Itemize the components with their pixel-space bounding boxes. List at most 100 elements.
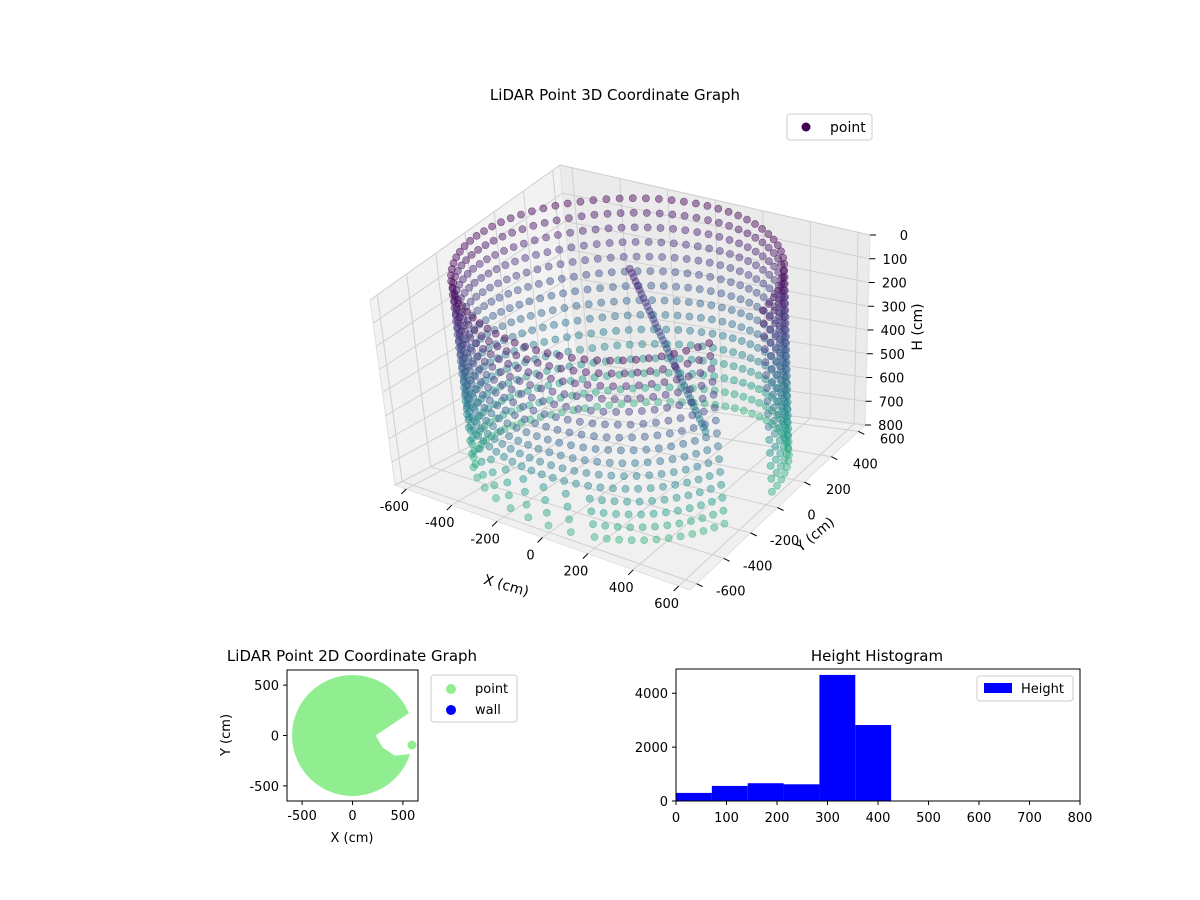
point-3d [774, 286, 782, 295]
point-3d [537, 309, 546, 317]
point-3d [676, 369, 685, 378]
point-3d [540, 410, 549, 418]
point-3d [669, 468, 678, 476]
point-3d [704, 459, 713, 467]
point-3d [461, 327, 470, 336]
grid-line-floor-y [572, 393, 859, 432]
point-3d [469, 359, 478, 368]
point-3d [780, 456, 788, 465]
point-3d [659, 282, 668, 290]
point-3d [635, 296, 644, 305]
point-3d [779, 345, 788, 354]
histogram-bar [819, 674, 856, 801]
point-3d [474, 398, 483, 407]
point-3d [656, 457, 665, 465]
point-3d [467, 346, 476, 355]
point-3d [706, 272, 715, 281]
point-3d [744, 284, 753, 293]
point-3d [509, 398, 518, 407]
z-tick-label-3d: 800 [878, 419, 903, 434]
point-3d [727, 306, 736, 314]
point-3d [697, 328, 706, 336]
point-3d [692, 213, 701, 222]
point-3d [666, 397, 675, 406]
point-3d [755, 398, 764, 407]
point-3d [527, 393, 536, 402]
y-tick-label-2d: 500 [254, 679, 279, 694]
point-3d [465, 387, 474, 396]
point-3d [687, 517, 695, 525]
point-3d [599, 328, 608, 336]
point-3d [747, 381, 756, 390]
point-3d [651, 354, 660, 363]
point-3d [761, 388, 770, 397]
point-3d [598, 313, 607, 322]
grid-line-back-h [577, 361, 866, 402]
point-3d [593, 356, 601, 365]
point-3d [498, 440, 507, 448]
point-3d [667, 196, 676, 204]
point-3d [691, 436, 699, 445]
point-3d [675, 340, 683, 349]
point-3d [582, 469, 591, 477]
z-tick-label-3d: 0 [900, 229, 908, 244]
histogram-title: Height Histogram [811, 647, 943, 665]
point-3d [698, 394, 707, 403]
point-3d [571, 379, 579, 388]
point-3d [651, 522, 659, 531]
point-3d [635, 497, 644, 506]
point-3d [542, 233, 550, 242]
point-3d [501, 406, 510, 415]
point-3d [767, 474, 776, 483]
point-3d [472, 385, 481, 394]
point-3d [766, 461, 775, 470]
point-3d [498, 232, 507, 241]
y-tick-label-2d: 0 [271, 730, 279, 745]
grid-line-back-h [559, 164, 871, 236]
point-3d [737, 337, 746, 345]
point-3d [632, 252, 641, 261]
point-3d [623, 497, 631, 506]
point-3d [649, 392, 658, 401]
point-3d [527, 466, 536, 475]
point-3d [509, 243, 518, 251]
point-3d [453, 295, 462, 304]
point-3d [611, 312, 619, 321]
point-3d [774, 397, 783, 406]
point-3d [486, 350, 495, 359]
point-3d [528, 326, 537, 335]
point-3d [739, 406, 748, 415]
point-3d [635, 285, 644, 294]
point-3d [738, 350, 747, 359]
point-3d [718, 303, 726, 312]
point-3d [470, 447, 478, 456]
point-3d [646, 484, 655, 492]
point-3d [502, 364, 511, 373]
point-3d [591, 225, 600, 234]
point-3d [539, 483, 548, 492]
point-3d [542, 422, 550, 431]
point-3d [674, 506, 682, 515]
point-3d [522, 428, 531, 437]
point-3d [643, 302, 652, 311]
point-3d [713, 429, 721, 438]
point-3d [687, 355, 696, 364]
point-3d [562, 402, 570, 411]
legend-2d-wall-label: wall [475, 703, 501, 718]
point-3d [605, 401, 614, 410]
point-3d [536, 294, 544, 303]
point-3d [461, 361, 470, 369]
point-3d [471, 372, 480, 381]
point-3d [534, 279, 543, 288]
point-3d [567, 243, 576, 252]
point-3d [469, 325, 478, 334]
point-3d [609, 382, 617, 391]
point-3d [477, 378, 486, 386]
point-3d [458, 301, 466, 310]
point-3d [563, 415, 572, 424]
point-3d [745, 298, 754, 307]
point-3d [638, 523, 647, 532]
point-3d [779, 253, 788, 262]
point-3d [598, 496, 606, 505]
point-3d [467, 250, 476, 259]
